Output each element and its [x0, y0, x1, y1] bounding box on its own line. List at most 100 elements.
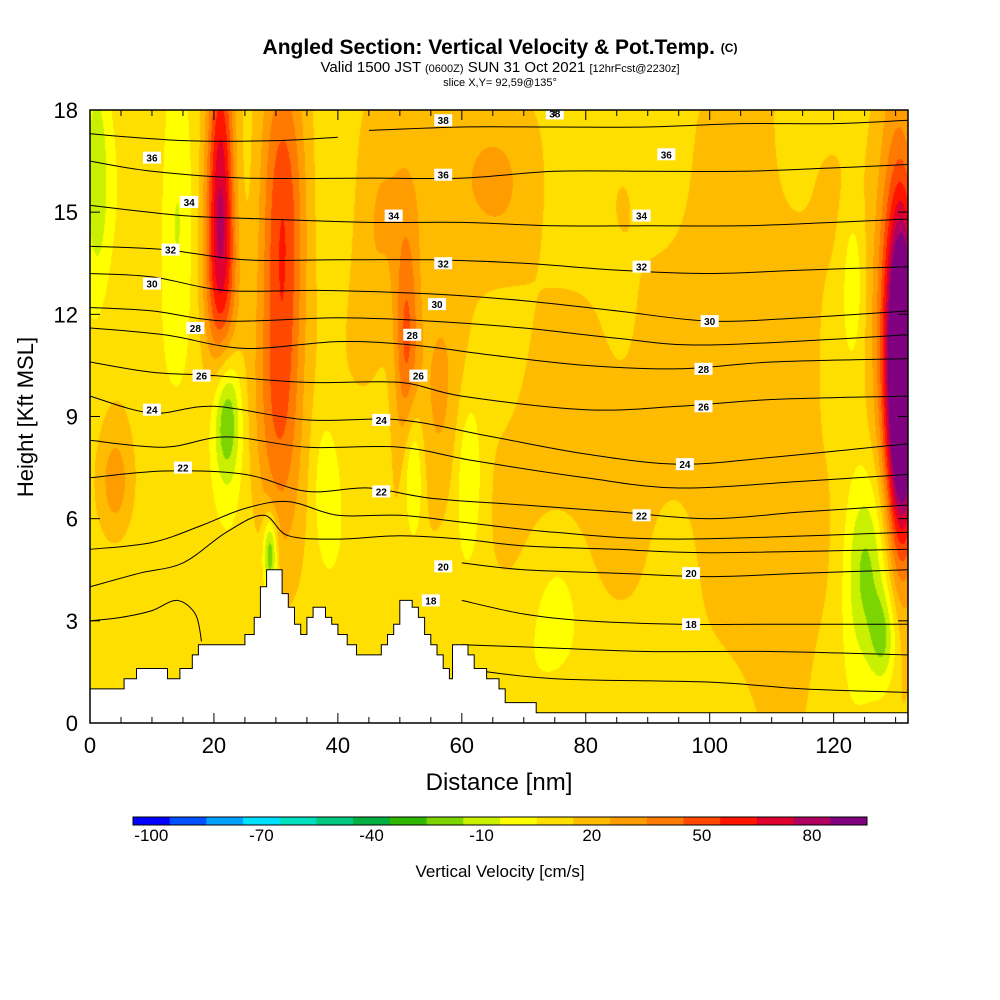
forecast-info: [12hrFcst@2230z] [589, 63, 680, 75]
contour-label: 36 [657, 148, 676, 161]
colorbar-swatch [720, 817, 758, 825]
colorbar-swatch [169, 817, 207, 825]
contour-label: 26 [694, 400, 713, 413]
contour-label-text: 32 [438, 259, 450, 270]
colorbar-tick-label: -10 [469, 826, 494, 845]
contour-label-text: 28 [190, 324, 202, 335]
contour-label-text: 34 [388, 212, 400, 223]
x-tick-label: 80 [574, 733, 598, 758]
x-tick-label: 0 [84, 733, 96, 758]
x-tick-label: 20 [202, 733, 226, 758]
x-tick-label: 60 [450, 733, 474, 758]
contour-label: 36 [142, 151, 161, 165]
colorbar [132, 816, 868, 826]
contour-label-text: 24 [146, 406, 158, 417]
colorbar-tick-label: -70 [249, 826, 274, 845]
theta-contour-unlabeled-5 [89, 599, 202, 642]
contour-label-text: 26 [196, 372, 208, 383]
contour-label-text: 20 [438, 562, 450, 573]
contour-label: 22 [372, 485, 391, 498]
contour-label-text: 28 [698, 365, 710, 376]
colorbar-tick-label: -100 [134, 826, 169, 845]
colorbar-swatch [426, 817, 464, 825]
contour-label-text: 32 [165, 246, 177, 257]
contour-label-bg [180, 195, 199, 208]
y-tick-label: 6 [66, 507, 78, 532]
contour-label-text: 20 [686, 569, 698, 580]
contour-label: 20 [434, 560, 453, 573]
theta-contour-22 [89, 470, 909, 520]
contour-label-bg [421, 594, 440, 607]
contour-label: 30 [428, 298, 447, 311]
colorbar-swatch [500, 817, 538, 825]
contour-label-bg [161, 243, 180, 256]
x-tick-label: 40 [326, 733, 350, 758]
contour-label: 26 [409, 369, 428, 383]
theta-contour-28 [89, 327, 909, 370]
contour-label: 30 [142, 277, 161, 291]
contour-label-bg [142, 151, 161, 164]
theta-contour-unlabeled-7 [461, 668, 909, 693]
contour-label-bg [409, 369, 428, 382]
colorbar-swatch [793, 817, 831, 825]
contour-label-bg [632, 260, 651, 273]
contour-label-bg [186, 321, 205, 334]
theta-contour-34 [89, 204, 909, 227]
contour-label: 28 [186, 321, 205, 335]
theta-contour-unlabeled-2 [89, 436, 909, 489]
colorbar-swatch [353, 817, 391, 825]
contour-label-text: 34 [636, 212, 648, 223]
contour-label-text: 38 [438, 116, 450, 127]
theta-contour-30 [89, 273, 909, 322]
y-tick-label: 15 [54, 200, 78, 225]
contour-label-bg [173, 461, 192, 474]
valid-time-zulu: (0600Z) [425, 63, 464, 75]
contour-label-bg [694, 362, 713, 375]
x-tick-label: 100 [691, 733, 728, 758]
y-tick-label: 0 [66, 711, 78, 736]
colorbar-swatch [610, 817, 648, 825]
colorbar-swatch [683, 817, 721, 825]
contour-label-text: 24 [679, 460, 691, 471]
colorbar-swatch [389, 817, 428, 825]
theta-contour-32 [89, 245, 909, 275]
contour-label: 24 [675, 458, 694, 471]
contour-label: 26 [192, 369, 211, 383]
contour-label: 22 [632, 509, 651, 522]
contour-label-text: 18 [686, 620, 698, 631]
contour-label: 24 [142, 403, 161, 417]
theta-contour-unlabeled-4 [89, 133, 338, 142]
contour-label-text: 34 [184, 198, 196, 209]
theta-contour-18 [461, 599, 908, 625]
theta-contour-24 [89, 395, 909, 465]
valid-time-line: Valid 1500 JST (0600Z) SUN 31 Oct 2021 [… [0, 60, 1000, 77]
y-tick-label: 9 [66, 405, 78, 430]
contour-label: 24 [372, 413, 391, 427]
contour-label: 28 [694, 362, 713, 376]
contour-label-text: 18 [425, 596, 437, 607]
theta-contour-unlabeled-3 [89, 307, 909, 346]
valid-time-prefix: Valid 1500 JST [320, 59, 421, 76]
velocity-field-image [90, 110, 908, 723]
chart-title-text: Angled Section: Vertical Velocity & Pot.… [262, 36, 715, 59]
chart-title-mark: (C) [720, 41, 738, 55]
theta-contour-unlabeled-0 [89, 514, 909, 588]
theta-contour-unlabeled-6 [461, 644, 909, 656]
y-tick-label: 12 [54, 302, 78, 327]
contour-label: 34 [180, 195, 199, 209]
contour-label-bg [434, 257, 453, 270]
contour-label-text: 30 [431, 300, 443, 311]
contour-label-bg [384, 209, 403, 222]
contour-label: 32 [434, 257, 453, 270]
contour-label: 18 [682, 618, 701, 631]
contour-label: 32 [632, 260, 651, 274]
y-axis-label: Height [Kft MSL] [13, 337, 38, 497]
colorbar-swatch [536, 817, 574, 825]
colorbar-swatch [316, 817, 354, 825]
valid-date: SUN 31 Oct 2021 [467, 59, 586, 76]
contour-label-text: 26 [413, 372, 425, 383]
colorbar-swatch [133, 817, 171, 825]
theta-contour-20 [461, 562, 909, 578]
colorbar-title: Vertical Velocity [cm/s] [415, 862, 585, 881]
